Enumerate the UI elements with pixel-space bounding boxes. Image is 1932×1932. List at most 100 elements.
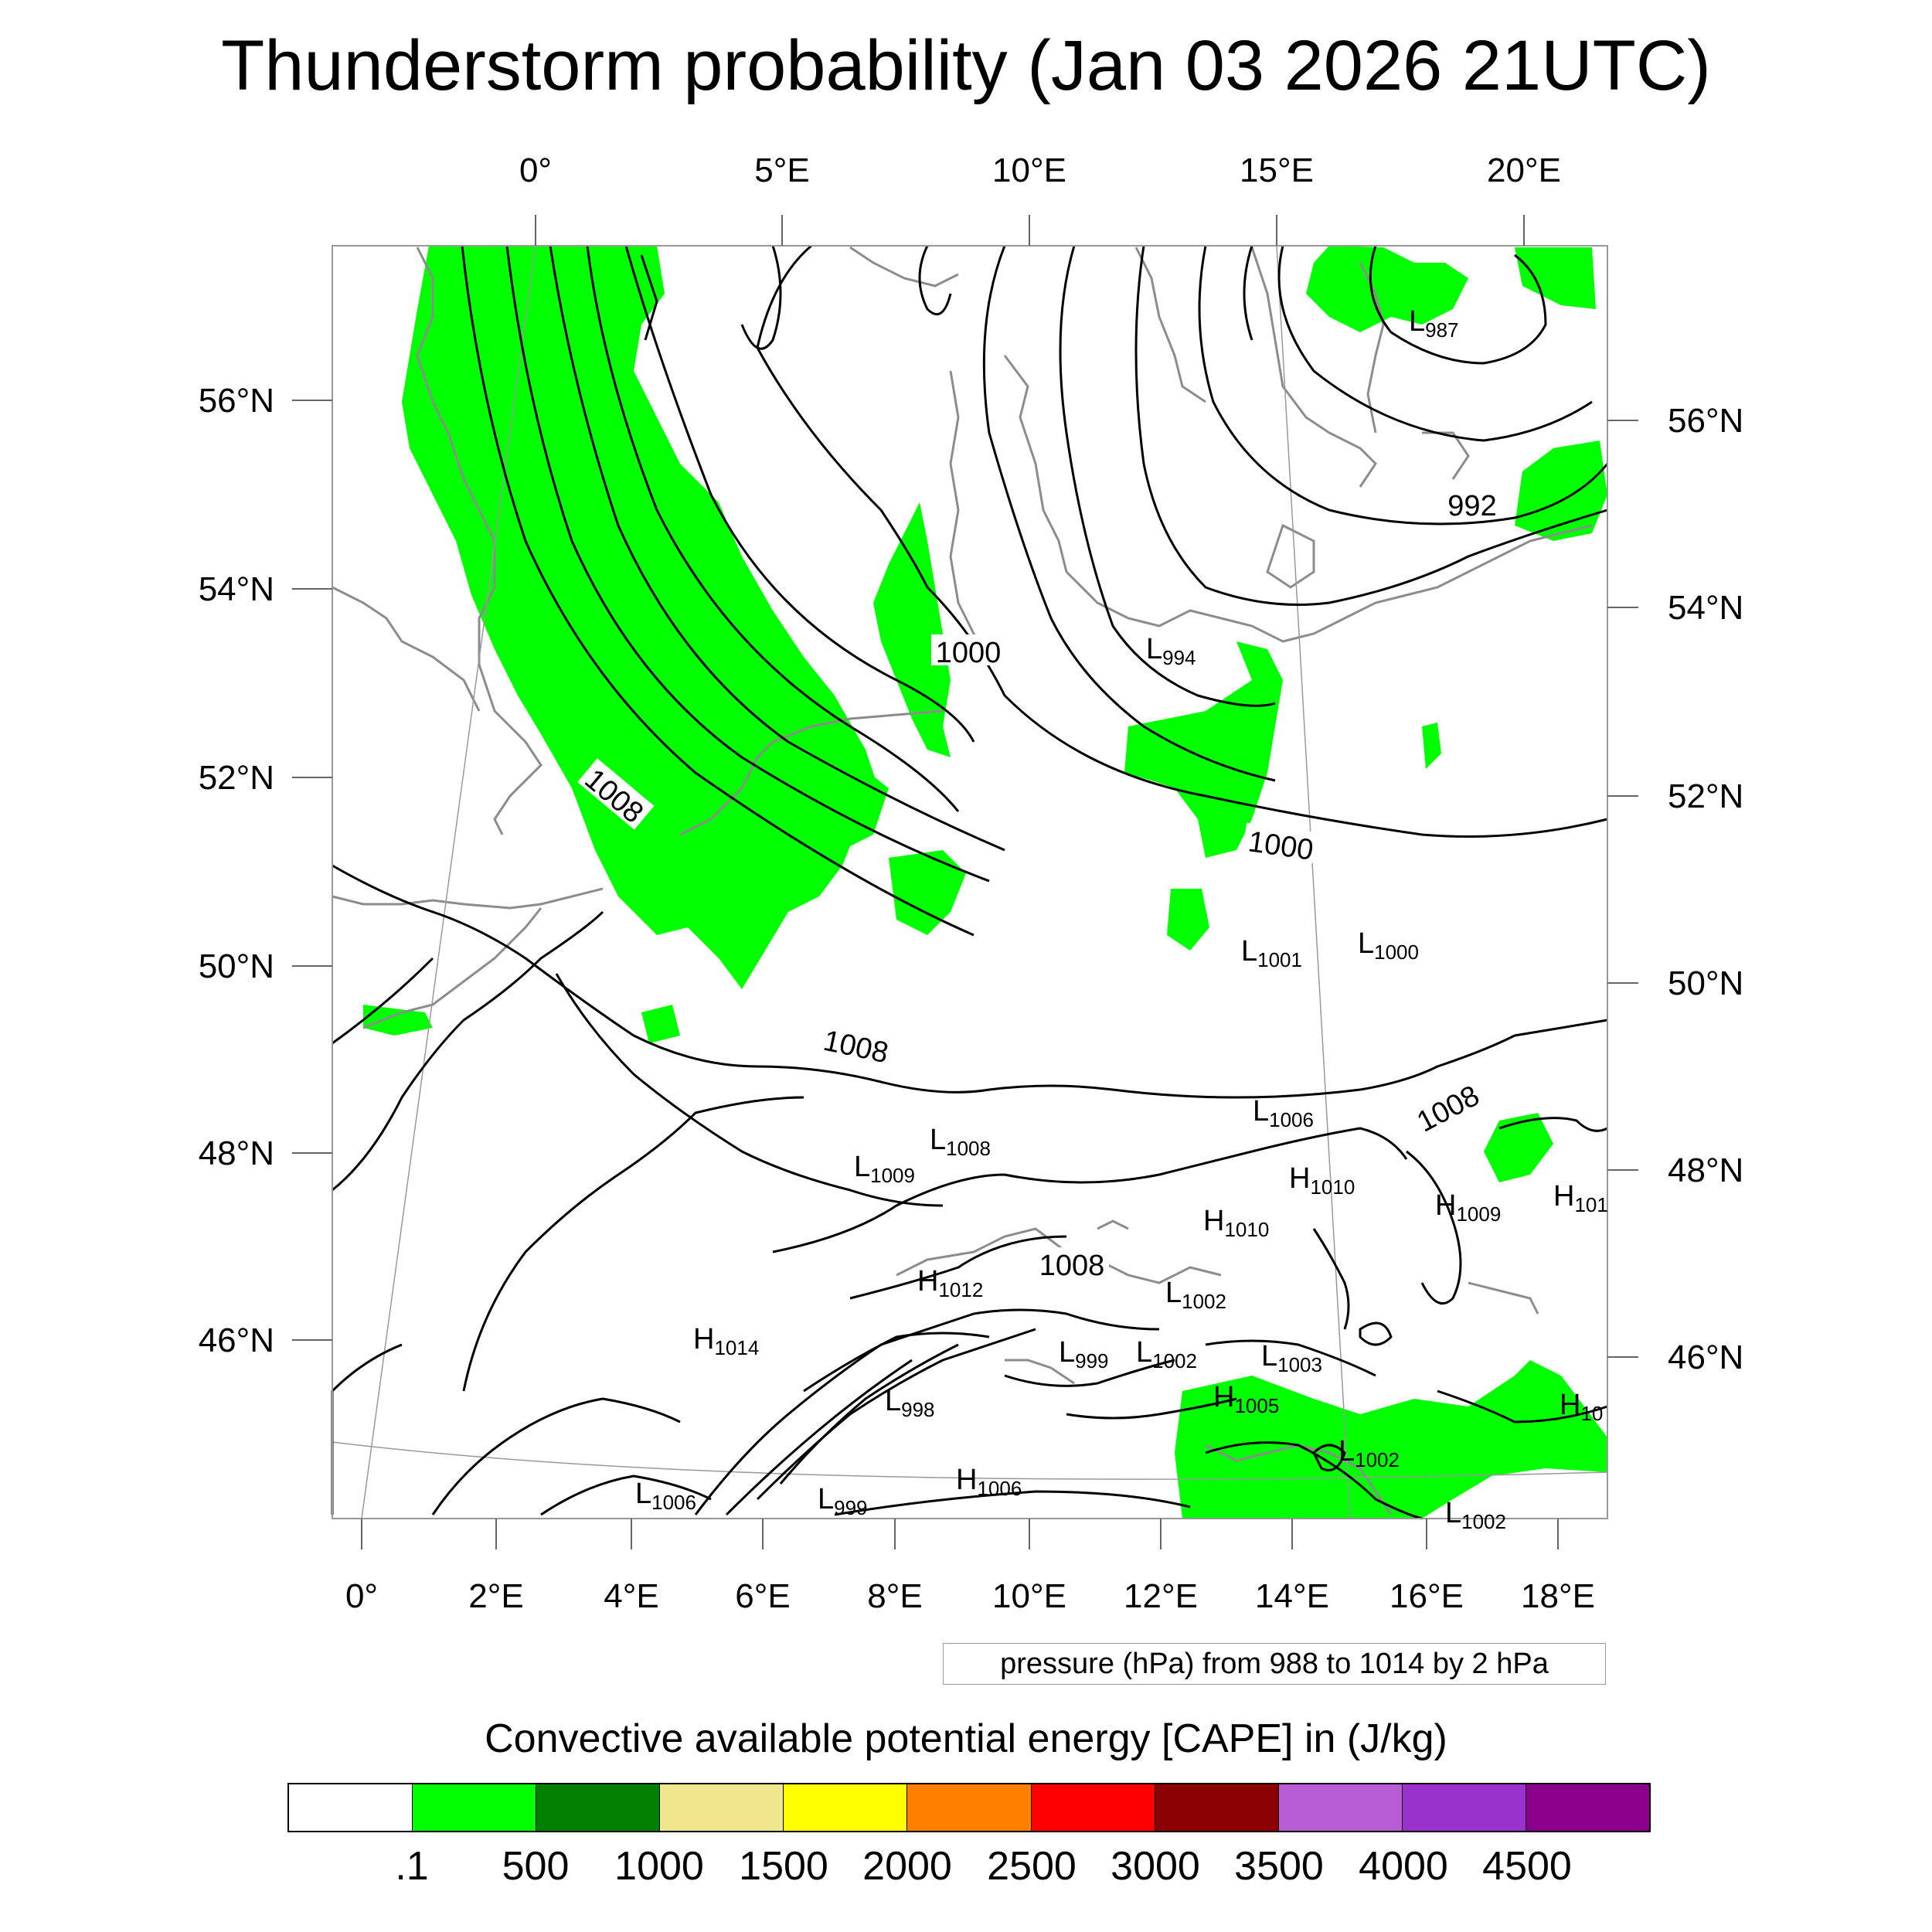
right-lat-label: 54°N <box>1668 589 1743 627</box>
colorbar-box <box>1155 1784 1279 1831</box>
pressure-center-label: L1006 <box>635 1478 696 1514</box>
colorbar-box <box>413 1784 537 1831</box>
pressure-center-label: H101 <box>1553 1180 1608 1216</box>
left-lat-label: 52°N <box>199 759 274 797</box>
pressure-center-label: H1005 <box>1213 1381 1279 1417</box>
right-lat-labels: 56°N 54°N 52°N 50°N 48°N 46°N <box>1668 402 1743 1376</box>
colorbar-box <box>907 1784 1032 1831</box>
colorbar <box>287 1783 1651 1832</box>
colorbar-box <box>1278 1784 1403 1831</box>
pressure-center-label: H1010 <box>1289 1162 1355 1199</box>
left-lat-label: 54°N <box>199 570 274 608</box>
cape-area-northsea <box>402 246 881 989</box>
left-lat-label: 50°N <box>199 947 274 985</box>
pressure-center-label: L1008 <box>930 1124 991 1160</box>
top-lon-labels: 0° 5°E 10°E 15°E 20°E <box>519 151 1561 189</box>
pressure-center-label: H1006 <box>956 1464 1022 1500</box>
left-ticks <box>292 400 332 1341</box>
pressure-center-label: H1010 <box>1203 1205 1269 1241</box>
top-ticks <box>535 215 1525 246</box>
top-lon-label: 0° <box>519 151 552 189</box>
right-lat-label: 46°N <box>1668 1338 1743 1376</box>
pressure-center-label: L1002 <box>1445 1497 1506 1533</box>
pressure-note: pressure (hPa) from 988 to 1014 by 2 hPa <box>943 1643 1606 1685</box>
colorbar-box <box>1031 1784 1155 1831</box>
cape-area-jutland <box>873 502 951 757</box>
pressure-center-label: H1012 <box>917 1265 983 1301</box>
bottom-lon-label: 6°E <box>735 1577 790 1615</box>
colorbar-box <box>1526 1784 1650 1831</box>
pressure-center-label: L994 <box>1146 633 1196 669</box>
colorbar-label: 500 <box>502 1844 570 1889</box>
colorbar-label: 2500 <box>987 1844 1077 1889</box>
colorbar-title: Convective available potential energy [C… <box>485 1716 1447 1761</box>
map-title: Thunderstorm probability (Jan 03 2026 21… <box>221 26 1711 105</box>
top-lon-label: 20°E <box>1487 151 1561 189</box>
coastlines <box>332 246 1593 1515</box>
bottom-lon-label: 14°E <box>1255 1577 1329 1615</box>
colorbar-box <box>1402 1784 1526 1831</box>
pressure-center-label: H1014 <box>693 1323 759 1359</box>
bottom-lon-label: 12°E <box>1124 1577 1198 1615</box>
cape-area-france <box>363 1005 433 1036</box>
pressure-center-label: L987 <box>1409 305 1459 342</box>
cape-area-sweden <box>1306 246 1468 332</box>
bottom-lon-label: 10°E <box>992 1577 1066 1615</box>
bottom-lon-label: 4°E <box>604 1577 658 1615</box>
pressure-center-label: L1000 <box>1358 927 1419 964</box>
pressure-center-label: L1003 <box>1261 1340 1322 1376</box>
pressure-center-label: L999 <box>1059 1336 1109 1372</box>
pressure-center-label: L998 <box>885 1385 935 1421</box>
pressure-center-label: L1002 <box>1136 1336 1197 1372</box>
isobar-label: 1000 <box>936 637 1002 669</box>
isobar-label: 992 <box>1447 490 1496 522</box>
top-lon-label: 15°E <box>1240 151 1314 189</box>
colorbar-label: 1000 <box>614 1844 704 1889</box>
top-lon-label: 5°E <box>754 151 809 189</box>
colorbar-box <box>289 1784 413 1831</box>
left-lat-label: 46°N <box>199 1321 274 1359</box>
right-lat-label: 52°N <box>1668 777 1743 815</box>
colorbar-label: 1500 <box>739 1844 828 1889</box>
colorbar-label: 4000 <box>1359 1844 1448 1889</box>
pressure-center-label: L1001 <box>1241 935 1302 971</box>
bottom-lon-label: 2°E <box>468 1577 523 1615</box>
pressure-center-label: L1009 <box>854 1151 915 1187</box>
colorbar-box <box>784 1784 908 1831</box>
pressure-center-label: L1002 <box>1165 1277 1226 1313</box>
map-plot-area <box>331 244 1609 1520</box>
bottom-lon-label: 16°E <box>1389 1577 1464 1615</box>
cape-area-germany-west <box>889 850 966 935</box>
colorbar-label: 4500 <box>1482 1844 1572 1889</box>
isobar-label: 1008 <box>1039 1250 1105 1282</box>
colorbar-label: 3500 <box>1234 1844 1324 1889</box>
left-lat-labels: 56°N 54°N 52°N 50°N 48°N 46°N <box>199 382 274 1359</box>
isobars <box>331 244 1609 1520</box>
right-lat-label: 56°N <box>1668 402 1743 440</box>
right-lat-label: 48°N <box>1668 1151 1743 1189</box>
pressure-center-label: L1006 <box>1253 1095 1314 1131</box>
right-lat-label: 50°N <box>1668 964 1743 1002</box>
graticule <box>332 245 1608 1519</box>
pressure-center-label: H1009 <box>1435 1189 1501 1226</box>
colorbar-box <box>536 1784 661 1831</box>
pressure-center-label: L1002 <box>1338 1435 1400 1471</box>
colorbar-label: 2000 <box>862 1844 952 1889</box>
bottom-lon-label: 18°E <box>1521 1577 1595 1615</box>
cape-area-lithuania <box>1422 723 1441 769</box>
top-lon-label: 10°E <box>992 151 1066 189</box>
bottom-lon-label: 0° <box>345 1577 378 1615</box>
pressure-centers: L987 L994 L1001 L1000 L1006 L1008 L1009 … <box>635 305 1608 1533</box>
cape-area-slovakia <box>1484 1113 1553 1182</box>
colorbar-label: 3000 <box>1111 1844 1200 1889</box>
cape-area-baltic <box>1515 440 1607 541</box>
pressure-center-label: H10 <box>1560 1389 1603 1425</box>
cape-area-france-2 <box>641 1005 680 1043</box>
colorbar-label: .1 <box>395 1844 429 1889</box>
cape-area-sweden-east <box>1515 247 1596 309</box>
left-lat-label: 56°N <box>199 382 274 420</box>
bottom-lon-labels: 0° 2°E 4°E 6°E 8°E 10°E 12°E 14°E 16°E 1… <box>345 1577 1595 1615</box>
right-ticks <box>1607 420 1638 1358</box>
left-lat-label: 48°N <box>199 1134 274 1172</box>
